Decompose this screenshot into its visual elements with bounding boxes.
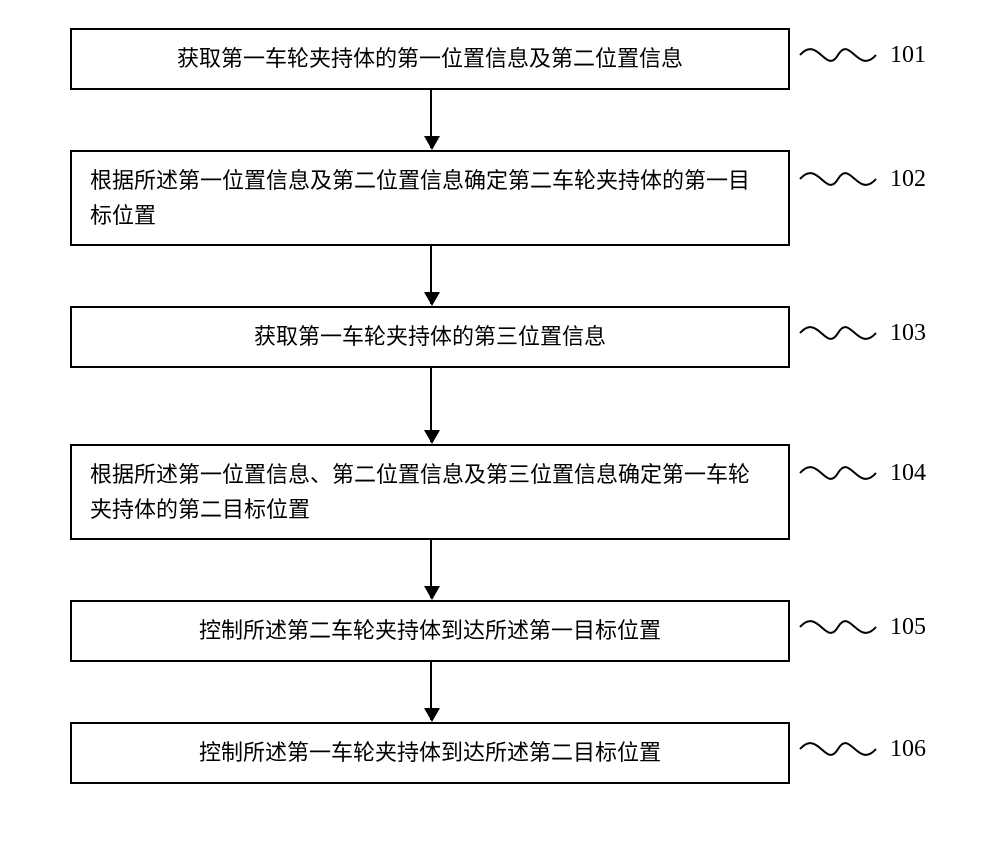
- step-label-101: 101: [890, 42, 926, 69]
- flow-arrow-1: [430, 90, 432, 148]
- flow-step-text: 根据所述第一位置信息、第二位置信息及第三位置信息确定第一车轮夹持体的第二目标位置: [90, 457, 770, 527]
- flow-step-106: 控制所述第一车轮夹持体到达所述第二目标位置: [70, 722, 790, 784]
- step-label-103: 103: [890, 320, 926, 347]
- flow-arrow-3: [430, 368, 432, 442]
- flow-step-text: 获取第一车轮夹持体的第三位置信息: [90, 319, 770, 354]
- step-label-105: 105: [890, 614, 926, 641]
- step-label-102: 102: [890, 166, 926, 193]
- flow-step-105: 控制所述第二车轮夹持体到达所述第一目标位置: [70, 600, 790, 662]
- flow-step-102: 根据所述第一位置信息及第二位置信息确定第二车轮夹持体的第一目标位置: [70, 150, 790, 246]
- flow-step-104: 根据所述第一位置信息、第二位置信息及第三位置信息确定第一车轮夹持体的第二目标位置: [70, 444, 790, 540]
- flow-arrow-4: [430, 540, 432, 598]
- step-label-106: 106: [890, 736, 926, 763]
- flow-step-101: 获取第一车轮夹持体的第一位置信息及第二位置信息: [70, 28, 790, 90]
- flow-step-text: 获取第一车轮夹持体的第一位置信息及第二位置信息: [90, 41, 770, 76]
- flow-step-103: 获取第一车轮夹持体的第三位置信息: [70, 306, 790, 368]
- flow-arrow-2: [430, 246, 432, 304]
- flowchart-canvas: 获取第一车轮夹持体的第一位置信息及第二位置信息 101 根据所述第一位置信息及第二位…: [0, 0, 1000, 850]
- flow-step-text: 控制所述第二车轮夹持体到达所述第一目标位置: [90, 613, 770, 648]
- flow-step-text: 根据所述第一位置信息及第二位置信息确定第二车轮夹持体的第一目标位置: [90, 163, 770, 233]
- flow-step-text: 控制所述第一车轮夹持体到达所述第二目标位置: [90, 735, 770, 770]
- step-label-104: 104: [890, 460, 926, 487]
- flow-arrow-5: [430, 662, 432, 720]
